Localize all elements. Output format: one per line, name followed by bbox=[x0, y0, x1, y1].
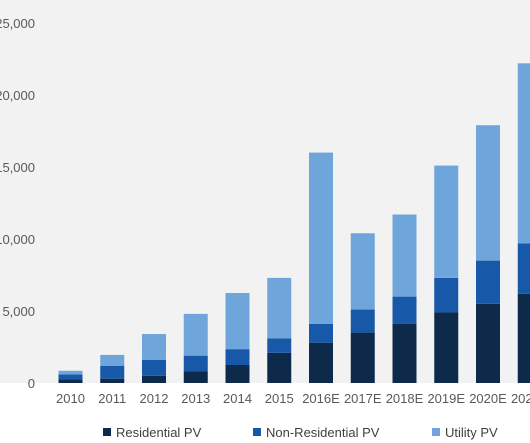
bar-segment-utility-pv bbox=[267, 277, 292, 339]
bar-segment-non-residential-pv bbox=[309, 323, 333, 343]
x-tick-label: 2020E bbox=[469, 391, 507, 406]
bar-segment-residential-pv bbox=[309, 342, 333, 383]
legend-swatch bbox=[253, 428, 261, 436]
bar-segment-residential-pv bbox=[225, 365, 250, 383]
legend-swatch bbox=[432, 428, 440, 436]
bar-segment-non-residential-pv bbox=[517, 243, 530, 294]
x-tick-label: 2017E bbox=[344, 391, 382, 406]
bar-segment-residential-pv bbox=[517, 293, 530, 383]
y-tick-label: 20,000 bbox=[0, 88, 35, 103]
bar-segment-utility-pv bbox=[100, 354, 125, 366]
bar-segment-non-residential-pv bbox=[183, 355, 208, 372]
legend-label: Residential PV bbox=[116, 425, 202, 440]
bar-segment-non-residential-pv bbox=[434, 277, 459, 313]
bar-segment-utility-pv bbox=[434, 165, 459, 278]
bar-segment-utility-pv bbox=[183, 313, 208, 356]
bar-segment-non-residential-pv bbox=[100, 365, 125, 379]
x-tick-label: 2019E bbox=[427, 391, 465, 406]
bar-segment-non-residential-pv bbox=[58, 374, 83, 380]
bar-segment-residential-pv bbox=[434, 312, 459, 383]
legend-swatch bbox=[103, 428, 111, 436]
bar-segment-residential-pv bbox=[142, 375, 166, 383]
y-axis-ticks: 25,000 20,000 15,000 10,000 5,000 0 bbox=[0, 16, 35, 391]
bar-segment-residential-pv bbox=[100, 378, 125, 383]
x-tick-label: 2018E bbox=[386, 391, 424, 406]
y-tick-label: 15,000 bbox=[0, 160, 35, 175]
y-tick-label: 25,000 bbox=[0, 16, 35, 31]
bar-segment-non-residential-pv bbox=[225, 349, 250, 365]
bar-segment-non-residential-pv bbox=[267, 338, 292, 353]
bar-segment-residential-pv bbox=[267, 352, 292, 383]
y-tick-label: 5,000 bbox=[2, 304, 35, 319]
bar-segment-utility-pv bbox=[476, 125, 500, 261]
bar-segment-utility-pv bbox=[58, 370, 83, 375]
bar-segment-utility-pv bbox=[517, 63, 530, 244]
bar-segment-residential-pv bbox=[476, 303, 500, 383]
legend-label: Utility PV bbox=[445, 425, 498, 440]
x-tick-label: 2021E bbox=[511, 391, 530, 406]
x-tick-label: 2015 bbox=[265, 391, 294, 406]
bars bbox=[58, 63, 530, 383]
y-tick-label: 10,000 bbox=[0, 232, 35, 247]
bar-segment-utility-pv bbox=[309, 152, 333, 324]
x-axis-ticks: 2010 2011 2012 2013 2014 2015 2016E 2017E 2018E 2… bbox=[56, 391, 530, 406]
bar-segment-residential-pv bbox=[58, 379, 83, 383]
bar-segment-residential-pv bbox=[350, 332, 375, 383]
bar-segment-non-residential-pv bbox=[350, 309, 375, 333]
x-tick-label: 2013 bbox=[181, 391, 210, 406]
legend: Residential PV Non-Residential PV Utility … bbox=[103, 425, 498, 440]
x-tick-label: 2011 bbox=[98, 391, 126, 406]
x-tick-label: 2014 bbox=[223, 391, 252, 406]
bar-segment-utility-pv bbox=[392, 214, 417, 297]
bar-segment-residential-pv bbox=[183, 371, 208, 383]
bar-segment-non-residential-pv bbox=[476, 260, 500, 304]
bar-segment-utility-pv bbox=[350, 233, 375, 310]
x-tick-label: 2016E bbox=[302, 391, 340, 406]
y-tick-label: 0 bbox=[28, 376, 35, 391]
bar-segment-utility-pv bbox=[225, 293, 250, 350]
bar-segment-non-residential-pv bbox=[142, 359, 166, 376]
bar-segment-utility-pv bbox=[142, 334, 166, 360]
bar-segment-non-residential-pv bbox=[392, 296, 417, 324]
x-tick-label: 2012 bbox=[140, 391, 169, 406]
x-tick-label: 2010 bbox=[56, 391, 85, 406]
bar-segment-residential-pv bbox=[392, 323, 417, 383]
legend-label: Non-Residential PV bbox=[266, 425, 380, 440]
